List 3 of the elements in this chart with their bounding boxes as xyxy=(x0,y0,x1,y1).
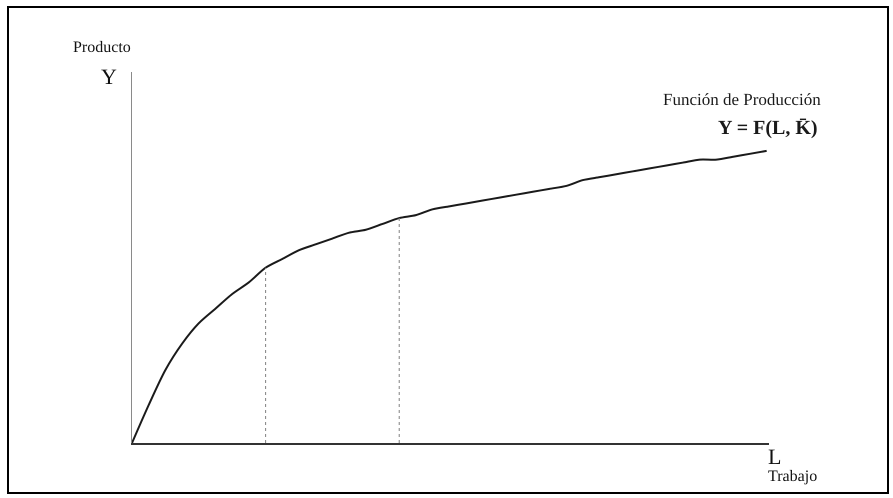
series-label: Función de Producción Y = F(L, K̄) xyxy=(663,90,822,139)
y-axis-title: Producto Y xyxy=(73,39,131,89)
x-axis-title: L Trabajo xyxy=(768,444,818,485)
